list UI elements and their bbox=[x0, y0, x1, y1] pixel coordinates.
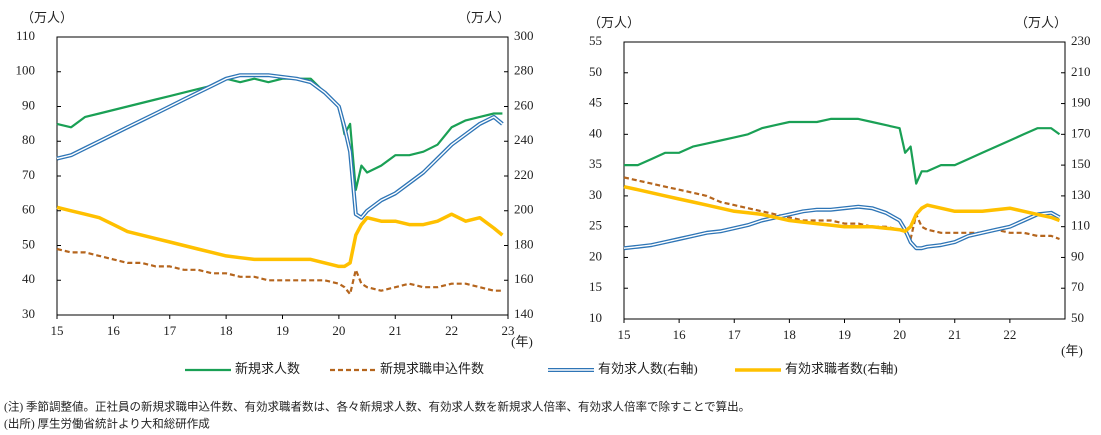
legend-label: 有効求職者数(右軸) bbox=[785, 361, 898, 376]
series-line bbox=[56, 205, 504, 269]
y-tick-label: 40 bbox=[589, 125, 602, 140]
x-tick-label: 16 bbox=[673, 327, 687, 342]
x-tick-label: 18 bbox=[220, 323, 233, 338]
y-tick-label: 50 bbox=[22, 236, 35, 251]
x-tick-label: 17 bbox=[163, 323, 177, 338]
y-tick-label: 15 bbox=[589, 279, 602, 294]
y-tick-label: 110 bbox=[16, 28, 35, 43]
series-line bbox=[623, 184, 1061, 234]
series-line-inner bbox=[56, 74, 503, 219]
y-unit: （万人） bbox=[588, 15, 640, 30]
note: (出所) 厚生労働省統計より大和総研作成 bbox=[4, 417, 210, 431]
legend-label: 新規求人数 bbox=[235, 361, 300, 376]
y2-tick-label: 110 bbox=[1071, 218, 1090, 233]
y2-tick-label: 300 bbox=[514, 28, 534, 43]
y2-tick-label: 140 bbox=[514, 306, 534, 321]
y-tick-label: 10 bbox=[589, 310, 602, 325]
x-tick-label: 19 bbox=[838, 327, 851, 342]
y2-tick-label: 70 bbox=[1071, 279, 1084, 294]
y-tick-label: 60 bbox=[22, 202, 35, 217]
y-tick-label: 45 bbox=[589, 95, 602, 110]
x-unit: (年) bbox=[1061, 343, 1083, 358]
y-tick-label: 50 bbox=[589, 64, 602, 79]
y-tick-label: 55 bbox=[589, 33, 602, 48]
y-tick-label: 20 bbox=[589, 248, 602, 263]
y2-tick-label: 220 bbox=[514, 167, 534, 182]
x-tick-label: 15 bbox=[618, 327, 631, 342]
series-line bbox=[624, 117, 1061, 185]
y2-tick-label: 280 bbox=[514, 63, 534, 78]
y2-tick-label: 200 bbox=[514, 202, 534, 217]
x-tick-label: 17 bbox=[728, 327, 742, 342]
series-line bbox=[56, 77, 503, 191]
x-tick-label: 22 bbox=[1003, 327, 1016, 342]
plot-frame bbox=[623, 41, 1066, 320]
series-line-inner bbox=[623, 206, 1060, 249]
y-tick-label: 30 bbox=[22, 306, 35, 321]
x-tick-label: 16 bbox=[107, 323, 121, 338]
x-tick-label: 21 bbox=[948, 327, 961, 342]
x-tick-label: 21 bbox=[389, 323, 402, 338]
y2-unit: （万人） bbox=[1015, 15, 1067, 30]
y2-tick-label: 50 bbox=[1071, 310, 1084, 325]
y-tick-label: 40 bbox=[22, 271, 35, 286]
y2-tick-label: 240 bbox=[514, 132, 534, 147]
y-tick-label: 30 bbox=[589, 187, 602, 202]
y-tick-label: 100 bbox=[16, 63, 36, 78]
legend-label: 新規求職申込件数 bbox=[380, 361, 484, 376]
x-tick-label: 22 bbox=[445, 323, 458, 338]
y2-tick-label: 260 bbox=[514, 97, 534, 112]
y2-tick-label: 130 bbox=[1071, 187, 1091, 202]
series-line bbox=[56, 247, 503, 296]
x-tick-label: 23 bbox=[502, 323, 515, 338]
x-unit: (年) bbox=[511, 334, 533, 349]
series-line bbox=[623, 176, 1060, 241]
y2-tick-label: 180 bbox=[514, 236, 534, 251]
y2-unit: （万人） bbox=[458, 10, 510, 25]
y2-tick-label: 190 bbox=[1071, 95, 1091, 110]
y-tick-label: 80 bbox=[22, 132, 35, 147]
y2-tick-label: 160 bbox=[514, 271, 534, 286]
x-tick-label: 20 bbox=[893, 327, 906, 342]
x-tick-label: 15 bbox=[51, 323, 64, 338]
y-tick-label: 90 bbox=[22, 97, 35, 112]
legend-label: 有効求人数(右軸) bbox=[598, 361, 698, 376]
y2-tick-label: 170 bbox=[1071, 125, 1091, 140]
x-tick-label: 20 bbox=[332, 323, 345, 338]
y-tick-label: 70 bbox=[22, 167, 35, 182]
y2-tick-label: 210 bbox=[1071, 64, 1091, 79]
y2-tick-label: 150 bbox=[1071, 156, 1091, 171]
y-unit: （万人） bbox=[21, 10, 73, 25]
x-tick-label: 18 bbox=[783, 327, 796, 342]
note: (注) 季節調整値。正社員の新規求職申込件数、有効求職者数は、各々新規求人数、有… bbox=[4, 400, 750, 414]
y2-tick-label: 90 bbox=[1071, 248, 1084, 263]
x-tick-label: 19 bbox=[276, 323, 289, 338]
y-tick-label: 25 bbox=[589, 218, 602, 233]
y-tick-label: 35 bbox=[589, 156, 602, 171]
y2-tick-label: 230 bbox=[1071, 33, 1091, 48]
